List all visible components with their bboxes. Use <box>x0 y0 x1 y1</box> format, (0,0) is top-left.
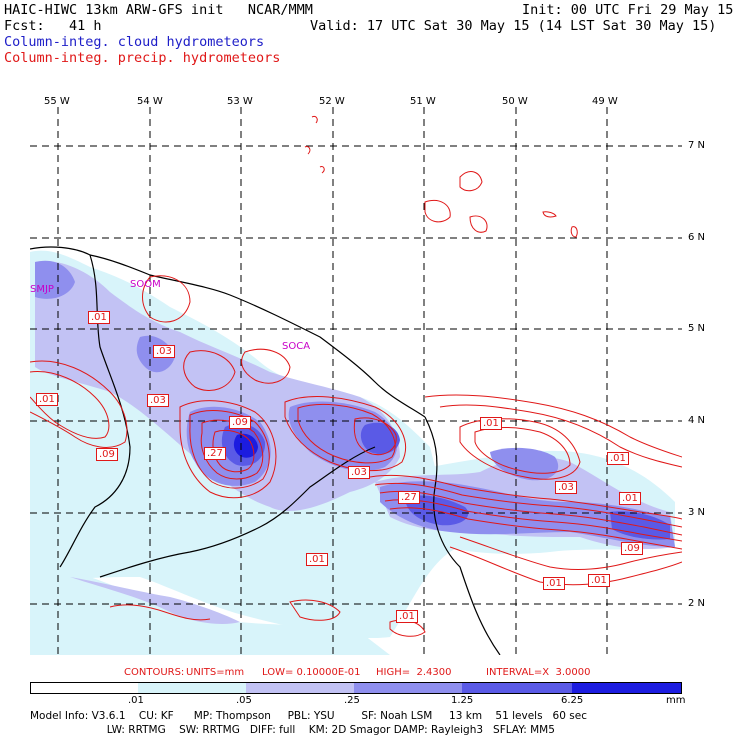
lat-lon-grid <box>30 107 682 655</box>
lon-label-50w: 50 W <box>502 96 528 107</box>
contour-value-label: .09 <box>229 416 251 429</box>
cloud-core-c <box>380 481 675 547</box>
colorbar-swatch-2 <box>246 682 354 694</box>
lon-label-52w: 52 W <box>319 96 345 107</box>
cloud-core-i <box>405 495 469 526</box>
contour-key-interval: INTERVAL=X 3.0000 <box>486 667 591 678</box>
colorbar-swatch-5 <box>572 682 682 694</box>
contour-value-label: .01 <box>543 577 565 590</box>
precip-field-title: Column-integ. precip. hydrometeors <box>4 50 281 66</box>
contour-value-label: .03 <box>555 481 577 494</box>
lon-label-53w: 53 W <box>227 96 253 107</box>
cloud-shade-mid-c <box>70 577 240 624</box>
cloud-core-j <box>610 511 670 540</box>
model-info-line2: LW: RRTMG SW: RRTMG DIFF: full KM: 2D Sm… <box>30 724 555 736</box>
contour-value-label: .03 <box>348 466 370 479</box>
lat-label-6n: 6 N <box>688 232 706 243</box>
colorbar-tick-0: .01 <box>128 695 144 706</box>
station-soca: SOCA <box>282 341 310 352</box>
model-info-line1: Model Info: V3.6.1 CU: KF MP: Thompson P… <box>30 710 587 722</box>
contour-value-label: .01 <box>306 553 328 566</box>
colorbar-swatch-1 <box>138 682 246 694</box>
forecast-map: SMJP SOOM SOCA <box>30 107 682 655</box>
lat-label-4n: 4 N <box>688 415 706 426</box>
colorbar-swatch-4 <box>462 682 572 694</box>
contour-value-label: .01 <box>607 452 629 465</box>
forecast-hour: Fcst: 41 h <box>4 18 102 34</box>
valid-line: Valid: 17 UTC Sat 30 May 15 (14 LST Sat … <box>310 18 717 34</box>
station-labels: SMJP SOOM SOCA <box>30 279 310 352</box>
contour-key-high: HIGH= 2.4300 <box>376 667 452 678</box>
colorbar-unit: mm <box>666 695 686 706</box>
cloud-core-d <box>490 447 559 481</box>
contour-key-low: LOW= 0.10000E-01 <box>262 667 361 678</box>
title-line: HAIC-HIWC 13km ARW-GFS init NCAR/MMM <box>4 2 313 18</box>
cloud-core-k <box>233 433 258 458</box>
colorbar-tick-2: .25 <box>344 695 360 706</box>
lat-label-2n: 2 N <box>688 598 706 609</box>
colorbar <box>30 682 682 694</box>
cloud-core-f <box>35 260 75 299</box>
contour-value-label: .01 <box>396 610 418 623</box>
station-smjp: SMJP <box>30 284 54 295</box>
lat-label-5n: 5 N <box>688 323 706 334</box>
lat-label-3n: 3 N <box>688 507 706 518</box>
contour-value-label: .01 <box>588 574 610 587</box>
colorbar-swatch-3 <box>354 682 462 694</box>
contour-value-label: .01 <box>480 417 502 430</box>
station-soom: SOOM <box>130 279 161 290</box>
lat-label-7n: 7 N <box>688 140 706 151</box>
contour-value-label: .27 <box>398 491 420 504</box>
colorbar-tick-4: 6.25 <box>561 695 584 706</box>
init-line: Init: 00 UTC Fri 29 May 15 <box>522 2 734 18</box>
lon-label-54w: 54 W <box>137 96 163 107</box>
contour-value-label: .27 <box>204 447 226 460</box>
lon-label-49w: 49 W <box>592 96 618 107</box>
colorbar-tick-3: 1.25 <box>451 695 474 706</box>
colorbar-tick-1: .05 <box>236 695 252 706</box>
cloud-field-title: Column-integ. cloud hydrometeors <box>4 34 265 50</box>
contour-value-label: .03 <box>147 394 169 407</box>
contour-value-label: .01 <box>88 311 110 324</box>
lon-label-55w: 55 W <box>44 96 70 107</box>
contour-value-label: .09 <box>96 448 118 461</box>
colorbar-swatch-0 <box>30 682 138 694</box>
contour-key-contours: CONTOURS: <box>124 667 185 678</box>
contour-value-label: .01 <box>619 492 641 505</box>
contour-value-label: .09 <box>621 542 643 555</box>
lon-label-51w: 51 W <box>410 96 436 107</box>
contour-key-units: UNITS=mm <box>186 667 245 678</box>
contour-value-label: .03 <box>153 345 175 358</box>
contour-value-label: .01 <box>36 393 58 406</box>
